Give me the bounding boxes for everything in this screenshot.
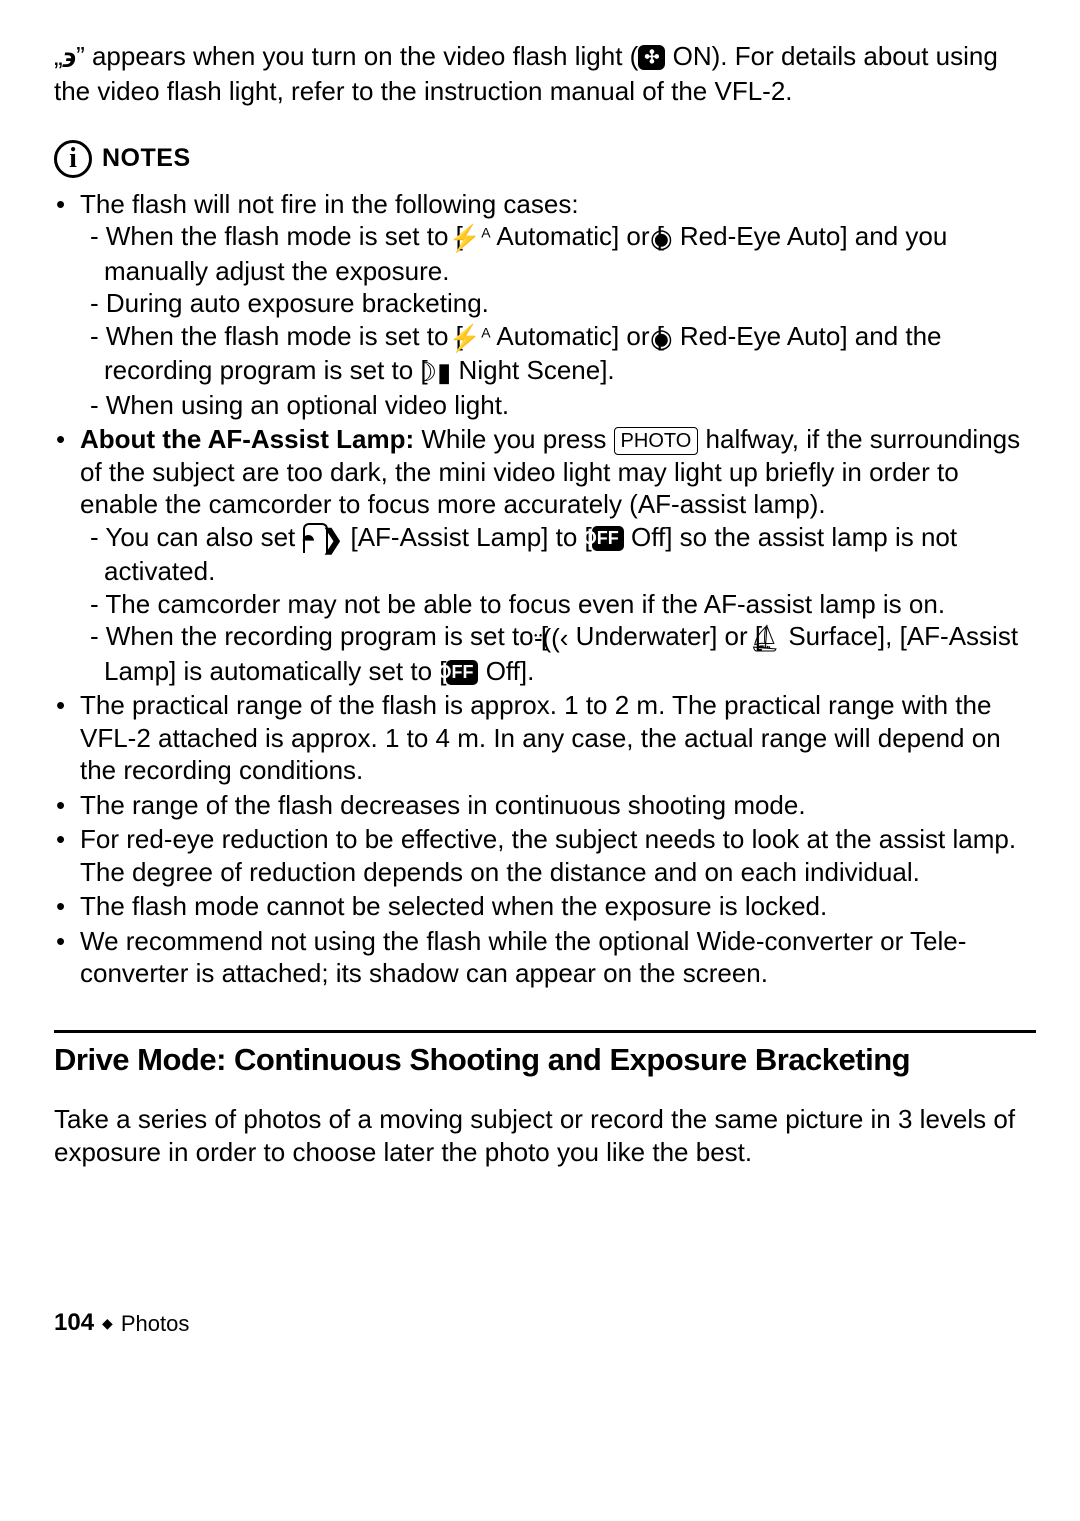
text: The flash mode cannot be selected when t… <box>80 891 827 921</box>
sub-item: When using an optional video light. <box>80 389 1036 422</box>
text: For red-eye reduction to be effective, t… <box>80 824 1016 887</box>
note-item: For red-eye reduction to be effective, t… <box>54 823 1036 888</box>
text: „ <box>54 41 63 71</box>
notes-header: i NOTES <box>54 140 1036 178</box>
section-title: Drive Mode: Continuous Shooting and Expo… <box>54 1041 1036 1080</box>
red-eye-icon: ◉ <box>664 222 673 255</box>
footer-diamond-icon: ◆ <box>102 1315 113 1333</box>
night-scene-icon: ☽▮ <box>428 356 452 389</box>
flash-auto-icon: ⚡A <box>463 222 491 255</box>
text: Automatic] or [ <box>491 321 664 351</box>
sub-item: When the flash mode is set to [⚡A Automa… <box>80 220 1036 287</box>
text: The camcorder may not be able to focus e… <box>105 589 945 619</box>
notes-label: NOTES <box>102 143 191 174</box>
info-letter: i <box>69 145 77 173</box>
sub-item: When the recording program is set to [⸚(… <box>80 620 1036 687</box>
text: You can also set <box>105 522 302 552</box>
text: The range of the flash decreases in cont… <box>80 790 806 820</box>
af-assist-heading: About the AF-Assist Lamp: <box>80 424 414 454</box>
text: Underwater] or [ <box>568 621 762 651</box>
text: When the flash mode is set to [ <box>106 321 463 351</box>
flash-on-icon: ✣ <box>638 45 665 70</box>
note-item: The range of the flash decreases in cont… <box>54 789 1036 822</box>
text: [AF-Assist Lamp] to [ <box>343 522 592 552</box>
text: ” appears when you turn on the video fla… <box>76 41 638 71</box>
page-number: 104 <box>54 1308 94 1338</box>
section-body: Take a series of photos of a moving subj… <box>54 1103 1036 1168</box>
surface-icon: ⛵︎ <box>762 622 781 655</box>
underwater-icon: ⸚((‹ <box>548 622 568 655</box>
off-icon: OFF <box>446 660 478 685</box>
page-footer: 104 ◆ Photos <box>54 1308 1036 1338</box>
text: The flash will not fire in the following… <box>80 189 579 219</box>
text: When using an optional video light. <box>106 390 509 420</box>
sub-item: When the flash mode is set to [⚡A Automa… <box>80 320 1036 389</box>
footer-label: Photos <box>121 1310 190 1338</box>
sub-item: The camcorder may not be able to focus e… <box>80 588 1036 621</box>
text: Off]. <box>478 656 534 686</box>
intro-paragraph: „϶” appears when you turn on the video f… <box>54 40 1036 108</box>
text: Automatic] or [ <box>491 221 664 251</box>
off-icon: OFF <box>592 526 624 551</box>
flash-auto-icon: ⚡A <box>463 322 491 355</box>
info-icon: i <box>54 140 92 178</box>
note-item: The flash will not fire in the following… <box>54 188 1036 422</box>
text: We recommend not using the flash while t… <box>80 926 966 989</box>
text: The practical range of the flash is appr… <box>80 690 1001 785</box>
note-item: We recommend not using the flash while t… <box>54 925 1036 990</box>
photo-button-label: PHOTO <box>614 427 699 455</box>
note-item: The flash mode cannot be selected when t… <box>54 890 1036 923</box>
note-item: The practical range of the flash is appr… <box>54 689 1036 787</box>
text: During auto exposure bracketing. <box>106 288 489 318</box>
note-item: About the AF-Assist Lamp: While you pres… <box>54 423 1036 687</box>
sub-item: During auto exposure bracketing. <box>80 287 1036 320</box>
notes-list: The flash will not fire in the following… <box>54 188 1036 990</box>
sub-item: You can also set ◓ ❯ [AF-Assist Lamp] to… <box>80 521 1036 588</box>
text: When the flash mode is set to [ <box>106 221 463 251</box>
red-eye-icon: ◉ <box>664 322 673 355</box>
section-divider <box>54 1030 1036 1033</box>
text: While you press <box>414 424 613 454</box>
video-flash-icon: ϶ <box>63 40 76 75</box>
text: Night Scene]. <box>451 355 614 385</box>
text: When the recording program is set to [ <box>106 621 548 651</box>
